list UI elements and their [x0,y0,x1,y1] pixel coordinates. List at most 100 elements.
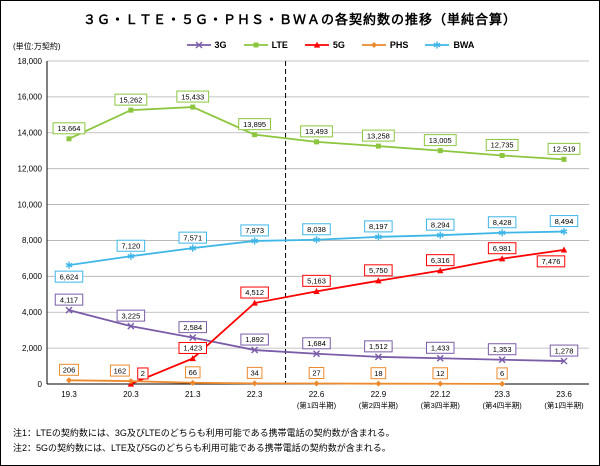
data-label-box [432,367,449,380]
y-axis-tick-label: 14,000 [18,129,43,138]
marker [370,42,377,48]
data-label: 8,494 [555,217,574,226]
data-label-box [364,264,393,277]
y-axis-tick-label: 0 [38,380,43,389]
marker [374,234,382,240]
data-label-box [364,220,393,233]
marker [127,378,134,385]
data-label-box [114,93,148,106]
marker [313,287,320,294]
legend-label-3g: 3G [214,40,227,50]
y-axis-tick-label: 2,000 [22,344,43,353]
data-label-box [54,293,84,306]
data-label-box [423,134,457,147]
data-label: 7,120 [121,241,140,250]
x-axis-tick-label: 19.3 [61,390,77,399]
x-axis-sublabel: (第2四半期) [359,400,399,410]
data-label: 6,981 [493,244,512,253]
data-label: 13,895 [243,120,266,129]
marker [65,262,73,268]
data-label-box [302,274,331,287]
legend-label-bwa: BWA [453,40,475,50]
marker [251,238,259,244]
legend-item-3g: 3G [186,39,227,51]
marker [437,148,443,154]
data-label-box [370,367,387,380]
legend-label-phs: PHS [389,40,409,50]
marker [498,230,506,236]
data-label-box [487,343,517,356]
series-line-phs [68,379,503,385]
marker [498,356,506,364]
marker [498,255,506,262]
marker [560,357,568,365]
data-label-box [549,215,579,228]
marker [127,253,135,259]
x-axis-tick-label: 21.3 [185,390,201,399]
x-axis-tick-label: 23.6 [556,390,572,399]
marker [66,136,72,142]
data-label: 18 [374,369,382,378]
unit-label: (単位:万契約) [13,42,61,51]
legend-swatch-3g [186,41,211,49]
marker [251,346,259,354]
marker [437,267,444,274]
y-axis-tick-label: 6,000 [22,272,43,281]
data-label-box [52,122,86,135]
data-label: 6,624 [60,272,79,281]
data-label: 34 [250,369,258,378]
y-axis-tick-label: 10,000 [18,200,43,209]
data-label: 1,512 [369,342,388,351]
data-label-box [184,366,201,379]
data-label-box [240,286,269,299]
marker [560,229,568,234]
marker [437,380,444,387]
data-label: 5,750 [369,266,388,275]
marker [128,107,134,113]
data-label-box [302,223,331,236]
data-label: 12,519 [553,145,576,154]
marker [314,139,319,145]
data-label: 4,117 [60,295,78,304]
data-label: 13,005 [429,136,452,145]
data-label: 8,038 [307,225,326,234]
data-label: 4,512 [245,288,264,297]
data-label: 1,353 [493,345,512,354]
marker [499,380,506,387]
data-label: 6,316 [431,256,450,265]
y-axis-tick-label: 16,000 [18,93,43,102]
marker [313,380,320,387]
x-axis-sublabel: (第3四半期) [421,400,461,410]
data-label: 6 [500,369,504,378]
y-axis-tick-label: 18,000 [18,57,43,66]
data-label: 1,892 [245,335,264,344]
legend-label-lte: LTE [271,40,288,50]
data-label: 1,684 [307,339,326,348]
marker [251,299,258,306]
data-label: 5,163 [307,277,326,286]
data-label: 8,197 [369,222,388,231]
legend-item-lte: LTE [243,39,288,51]
legend-swatch-lte [243,42,268,48]
legend-swatch-phs [361,42,386,48]
marker [253,42,259,48]
marker [190,104,196,110]
data-label: 7,476 [542,257,561,266]
x-axis-tick-label: 22.3 [247,390,263,399]
marker [433,42,441,48]
data-label-box [178,321,207,334]
x-axis-sublabel: (第4四半期) [483,400,523,410]
data-label: 3,225 [121,311,140,320]
y-axis-tick-label: 12,000 [18,164,43,173]
data-label-box [361,129,395,142]
y-axis-tick-label: 8,000 [22,236,43,245]
marker [499,152,505,158]
data-label: 15,433 [181,92,204,101]
marker [561,156,567,162]
marker [189,334,197,342]
data-label-box [485,138,519,151]
legend-label-5g: 5G [332,40,345,50]
data-label: 12,735 [491,141,514,150]
data-label-box [536,255,566,268]
marker [313,41,321,48]
